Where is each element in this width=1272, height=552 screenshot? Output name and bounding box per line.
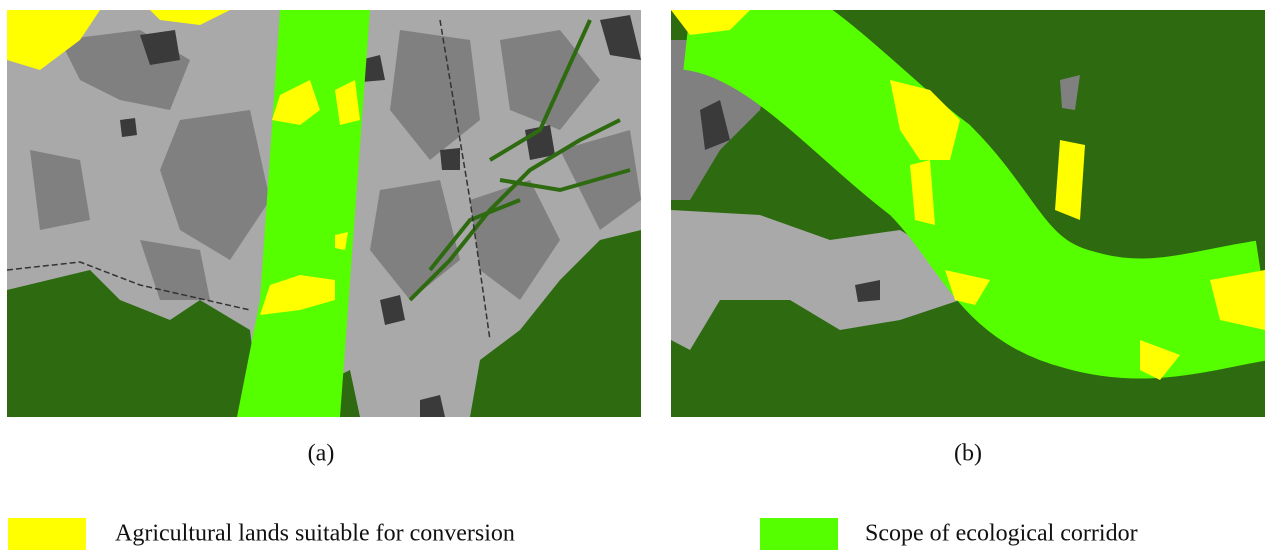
map-a: [7, 10, 641, 417]
legend-label: Agricultural lands suitable for conversi…: [115, 521, 515, 547]
legend-swatch: [760, 518, 838, 550]
panel-label: (a): [308, 441, 335, 467]
map-b: [671, 10, 1265, 417]
legend-label: Scope of ecological corridor: [865, 521, 1138, 547]
panel-label: (b): [954, 441, 982, 467]
legend-swatch: [8, 518, 86, 550]
figure: (a) (b) Agricultural lands suitable for …: [0, 0, 1272, 552]
